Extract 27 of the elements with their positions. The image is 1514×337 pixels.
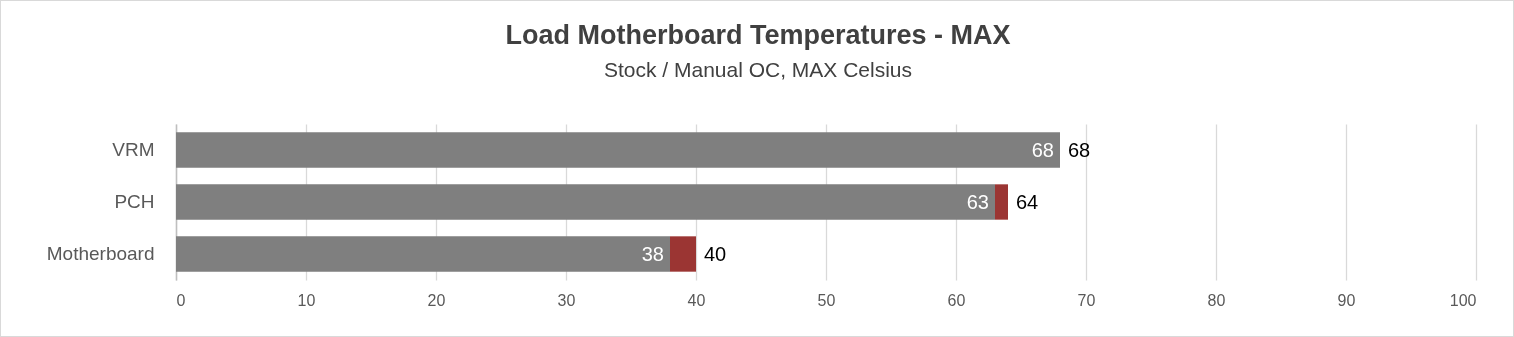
- data-label: 68: [1031, 139, 1054, 161]
- x-tick-label: 90: [1337, 291, 1356, 309]
- x-tick-label: 70: [1077, 291, 1096, 309]
- total-label: 64: [1016, 191, 1039, 213]
- x-tick-label: 80: [1207, 291, 1226, 309]
- x-tick-label: 50: [817, 291, 836, 309]
- total-label: 40: [704, 243, 727, 265]
- y-tick-label: PCH: [114, 191, 155, 212]
- bar: [995, 184, 1008, 220]
- x-tick-label: 0: [176, 291, 186, 309]
- data-label: 38: [641, 243, 664, 265]
- x-tick-label: 40: [687, 291, 706, 309]
- x-tick-label: 30: [557, 291, 576, 309]
- x-tick-label: 10: [297, 291, 316, 309]
- bar: [176, 236, 670, 272]
- y-tick-label: VRM: [112, 139, 155, 160]
- bar: [670, 236, 696, 272]
- x-tick-label: 100: [1449, 291, 1477, 309]
- chart-title: Load Motherboard Temperatures - MAX: [505, 20, 1011, 50]
- x-tick-label: 60: [947, 291, 966, 309]
- y-tick-label: Motherboard: [46, 243, 155, 264]
- data-label: 63: [966, 191, 989, 213]
- x-tick-label: 20: [427, 291, 446, 309]
- bar: [176, 184, 995, 220]
- total-label: 68: [1068, 139, 1091, 161]
- bar: [176, 132, 1060, 168]
- chart-subtitle: Stock / Manual OC, MAX Celsius: [603, 58, 913, 81]
